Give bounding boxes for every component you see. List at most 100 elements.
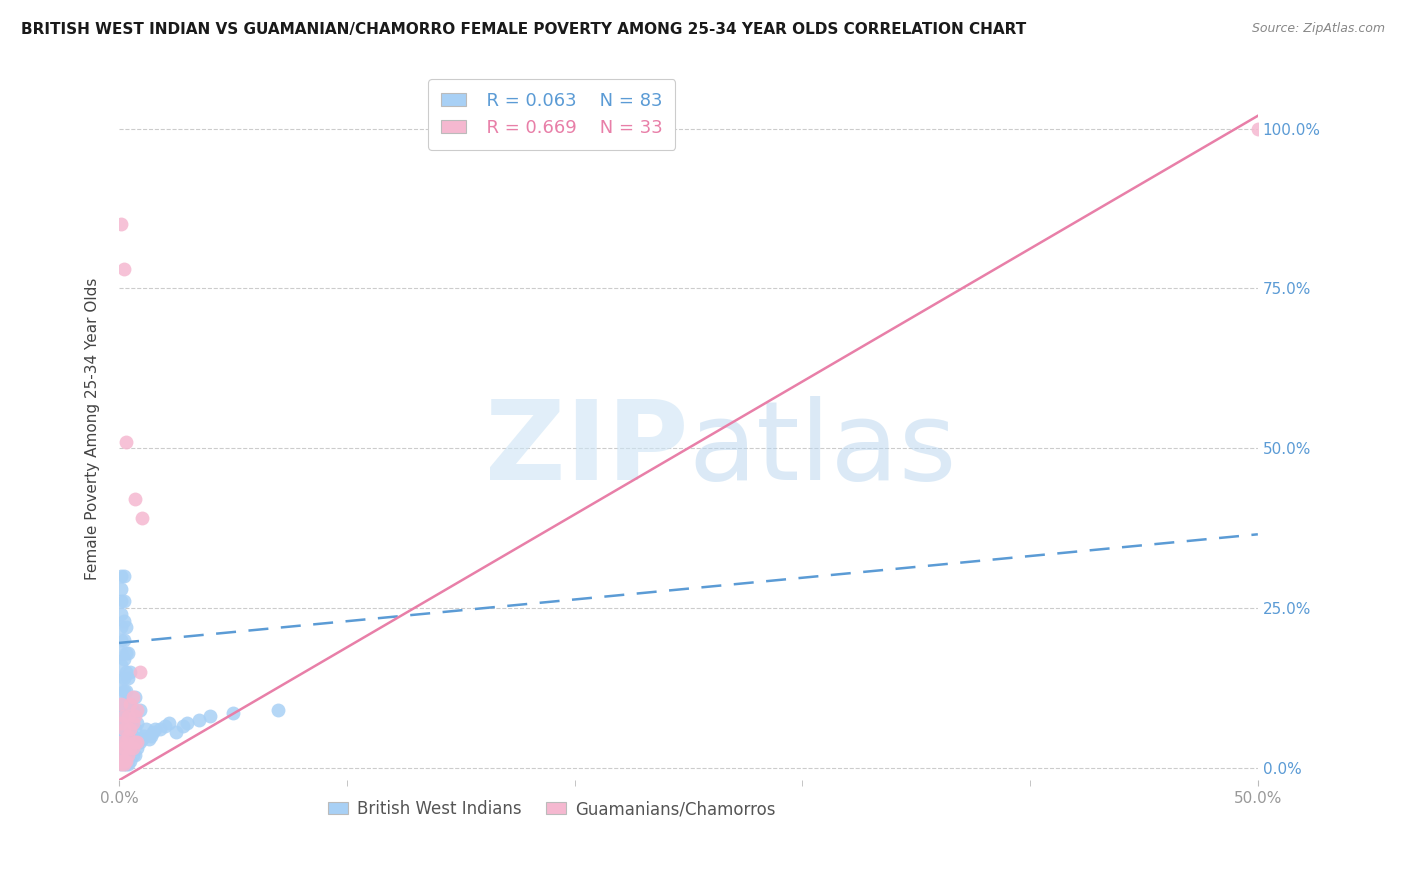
Point	[110, 754, 132, 768]
Point	[110, 697, 132, 711]
Point	[110, 735, 132, 749]
Point	[110, 754, 132, 768]
Point	[112, 747, 135, 762]
Text: ZIP: ZIP	[485, 396, 689, 503]
Point	[145, 722, 167, 736]
Point	[110, 747, 132, 762]
Point	[124, 735, 146, 749]
Text: Source: ZipAtlas.com: Source: ZipAtlas.com	[1251, 22, 1385, 36]
Point	[128, 665, 150, 679]
Point	[110, 658, 132, 673]
Text: atlas: atlas	[689, 396, 957, 503]
Point	[124, 709, 146, 723]
Point	[127, 715, 149, 730]
Point	[117, 646, 139, 660]
Point	[124, 492, 146, 507]
Point	[112, 652, 135, 666]
Point	[128, 735, 150, 749]
Point	[157, 715, 180, 730]
Point	[110, 715, 132, 730]
Point	[115, 754, 138, 768]
Point	[115, 735, 138, 749]
Point	[117, 757, 139, 772]
Point	[120, 722, 142, 736]
Point	[112, 757, 135, 772]
Point	[115, 729, 138, 743]
Point	[115, 703, 138, 717]
Point	[124, 722, 146, 736]
Point	[110, 757, 132, 772]
Point	[112, 722, 135, 736]
Point	[120, 741, 142, 756]
Text: BRITISH WEST INDIAN VS GUAMANIAN/CHAMORRO FEMALE POVERTY AMONG 25-34 YEAR OLDS C: BRITISH WEST INDIAN VS GUAMANIAN/CHAMORR…	[21, 22, 1026, 37]
Point	[112, 709, 135, 723]
Point	[112, 754, 135, 768]
Point	[110, 218, 132, 232]
Point	[132, 729, 155, 743]
Point	[110, 741, 132, 756]
Point	[112, 697, 135, 711]
Point	[120, 741, 142, 756]
Point	[110, 646, 132, 660]
Point	[112, 709, 135, 723]
Point	[153, 719, 176, 733]
Point	[110, 632, 132, 647]
Point	[112, 569, 135, 583]
Point	[176, 715, 198, 730]
Point	[112, 683, 135, 698]
Point	[127, 741, 149, 756]
Point	[110, 582, 132, 596]
Point	[117, 729, 139, 743]
Point	[198, 709, 221, 723]
Point	[121, 715, 143, 730]
Point	[149, 722, 172, 736]
Point	[124, 690, 146, 705]
Point	[112, 671, 135, 685]
Point	[110, 715, 132, 730]
Point	[135, 722, 157, 736]
Point	[110, 671, 132, 685]
Point	[139, 729, 162, 743]
Point	[120, 754, 142, 768]
Point	[121, 741, 143, 756]
Point	[110, 757, 132, 772]
Point	[110, 569, 132, 583]
Point	[120, 722, 142, 736]
Point	[267, 703, 290, 717]
Point	[117, 747, 139, 762]
Point	[127, 703, 149, 717]
Point	[110, 735, 132, 749]
Point	[222, 706, 245, 721]
Point	[115, 646, 138, 660]
Point	[110, 683, 132, 698]
Point	[112, 757, 135, 772]
Point	[115, 715, 138, 730]
Point	[1247, 121, 1270, 136]
Point	[115, 754, 138, 768]
Point	[115, 620, 138, 634]
Point	[115, 434, 138, 449]
Point	[112, 735, 135, 749]
Point	[121, 690, 143, 705]
Point	[110, 709, 132, 723]
Point	[112, 262, 135, 277]
Point	[128, 703, 150, 717]
Point	[165, 725, 187, 739]
Point	[117, 671, 139, 685]
Point	[117, 697, 139, 711]
Point	[115, 683, 138, 698]
Point	[112, 722, 135, 736]
Point	[121, 747, 143, 762]
Point	[110, 722, 132, 736]
Point	[110, 594, 132, 608]
Point	[112, 754, 135, 768]
Point	[115, 757, 138, 772]
Point	[117, 715, 139, 730]
Point	[120, 697, 142, 711]
Point	[112, 614, 135, 628]
Point	[112, 632, 135, 647]
Point	[110, 747, 132, 762]
Point	[120, 665, 142, 679]
Point	[172, 719, 194, 733]
Point	[110, 697, 132, 711]
